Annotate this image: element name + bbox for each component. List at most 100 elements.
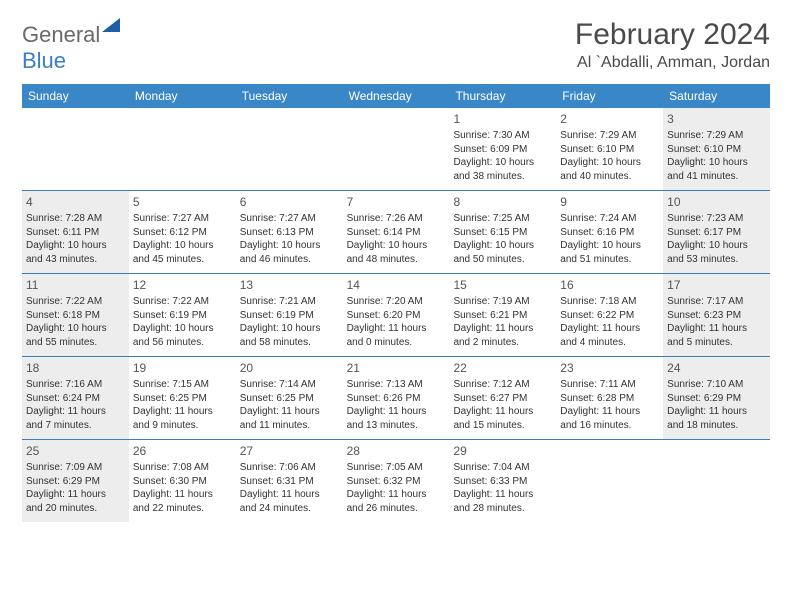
sunset-text: Sunset: 6:30 PM bbox=[133, 475, 232, 489]
logo-triangle-icon bbox=[102, 18, 120, 32]
week-row: 18Sunrise: 7:16 AMSunset: 6:24 PMDayligh… bbox=[22, 357, 770, 440]
daylight-text: Daylight: 10 hours and 48 minutes. bbox=[347, 239, 446, 266]
logo: General Blue bbox=[22, 18, 120, 74]
day-number: 13 bbox=[240, 277, 339, 293]
day-cell: 19Sunrise: 7:15 AMSunset: 6:25 PMDayligh… bbox=[129, 357, 236, 439]
day-cell: 5Sunrise: 7:27 AMSunset: 6:12 PMDaylight… bbox=[129, 191, 236, 273]
sunset-text: Sunset: 6:20 PM bbox=[347, 309, 446, 323]
day-number: 12 bbox=[133, 277, 232, 293]
sunrise-text: Sunrise: 7:12 AM bbox=[453, 378, 552, 392]
day-cell: 7Sunrise: 7:26 AMSunset: 6:14 PMDaylight… bbox=[343, 191, 450, 273]
sunset-text: Sunset: 6:25 PM bbox=[240, 392, 339, 406]
day-number: 19 bbox=[133, 360, 232, 376]
day-header: Wednesday bbox=[343, 84, 450, 108]
daylight-text: Daylight: 11 hours and 22 minutes. bbox=[133, 488, 232, 515]
sunset-text: Sunset: 6:21 PM bbox=[453, 309, 552, 323]
day-cell bbox=[343, 108, 450, 190]
day-cell: 16Sunrise: 7:18 AMSunset: 6:22 PMDayligh… bbox=[556, 274, 663, 356]
sunset-text: Sunset: 6:10 PM bbox=[667, 143, 766, 157]
sunset-text: Sunset: 6:09 PM bbox=[453, 143, 552, 157]
sunset-text: Sunset: 6:16 PM bbox=[560, 226, 659, 240]
day-cell: 8Sunrise: 7:25 AMSunset: 6:15 PMDaylight… bbox=[449, 191, 556, 273]
day-number: 6 bbox=[240, 194, 339, 210]
day-header: Thursday bbox=[449, 84, 556, 108]
day-cell: 11Sunrise: 7:22 AMSunset: 6:18 PMDayligh… bbox=[22, 274, 129, 356]
sunrise-text: Sunrise: 7:24 AM bbox=[560, 212, 659, 226]
sunrise-text: Sunrise: 7:14 AM bbox=[240, 378, 339, 392]
daylight-text: Daylight: 11 hours and 26 minutes. bbox=[347, 488, 446, 515]
day-cell: 2Sunrise: 7:29 AMSunset: 6:10 PMDaylight… bbox=[556, 108, 663, 190]
day-number: 14 bbox=[347, 277, 446, 293]
day-cell: 18Sunrise: 7:16 AMSunset: 6:24 PMDayligh… bbox=[22, 357, 129, 439]
sunset-text: Sunset: 6:26 PM bbox=[347, 392, 446, 406]
week-row: 4Sunrise: 7:28 AMSunset: 6:11 PMDaylight… bbox=[22, 191, 770, 274]
daylight-text: Daylight: 11 hours and 16 minutes. bbox=[560, 405, 659, 432]
sunset-text: Sunset: 6:27 PM bbox=[453, 392, 552, 406]
day-number: 22 bbox=[453, 360, 552, 376]
sunrise-text: Sunrise: 7:19 AM bbox=[453, 295, 552, 309]
day-header: Friday bbox=[556, 84, 663, 108]
sunset-text: Sunset: 6:22 PM bbox=[560, 309, 659, 323]
day-number: 24 bbox=[667, 360, 766, 376]
sunset-text: Sunset: 6:13 PM bbox=[240, 226, 339, 240]
day-header: Tuesday bbox=[236, 84, 343, 108]
daylight-text: Daylight: 11 hours and 24 minutes. bbox=[240, 488, 339, 515]
day-number: 17 bbox=[667, 277, 766, 293]
sunrise-text: Sunrise: 7:29 AM bbox=[560, 129, 659, 143]
day-cell: 14 Sunrise: 7:20 AMSunset: 6:20 PMDayligh… bbox=[343, 274, 450, 356]
day-cell: 17Sunrise: 7:17 AMSunset: 6:23 PMDayligh… bbox=[663, 274, 770, 356]
sunset-text: Sunset: 6:28 PM bbox=[560, 392, 659, 406]
day-number: 3 bbox=[667, 111, 766, 127]
daylight-text: Daylight: 11 hours and 7 minutes. bbox=[26, 405, 125, 432]
daylight-text: Daylight: 11 hours and 18 minutes. bbox=[667, 405, 766, 432]
day-cell bbox=[129, 108, 236, 190]
day-cell: 22 Sunrise: 7:12 AMSunset: 6:27 PMDayligh… bbox=[449, 357, 556, 439]
day-header: Monday bbox=[129, 84, 236, 108]
day-cell: 28Sunrise: 7:05 AMSunset: 6:32 PMDayligh… bbox=[343, 440, 450, 522]
sunrise-text: Sunrise: 7:10 AM bbox=[667, 378, 766, 392]
day-number: 5 bbox=[133, 194, 232, 210]
daylight-text: Daylight: 10 hours and 55 minutes. bbox=[26, 322, 125, 349]
day-cell: 23Sunrise: 7:11 AMSunset: 6:28 PMDayligh… bbox=[556, 357, 663, 439]
sunrise-text: Sunrise: 7:04 AM bbox=[453, 461, 552, 475]
day-cell bbox=[236, 108, 343, 190]
day-cell bbox=[556, 440, 663, 522]
sunset-text: Sunset: 6:18 PM bbox=[26, 309, 125, 323]
daylight-text: Daylight: 10 hours and 56 minutes. bbox=[133, 322, 232, 349]
title-block: February 2024 Al `Abdalli, Amman, Jordan bbox=[575, 18, 770, 72]
day-cell: 9Sunrise: 7:24 AMSunset: 6:16 PMDaylight… bbox=[556, 191, 663, 273]
sunrise-text: Sunrise: 7:27 AM bbox=[133, 212, 232, 226]
day-number: 25 bbox=[26, 443, 125, 459]
day-cell: 21Sunrise: 7:13 AMSunset: 6:26 PMDayligh… bbox=[343, 357, 450, 439]
daylight-text: Daylight: 11 hours and 11 minutes. bbox=[240, 405, 339, 432]
daylight-text: Daylight: 11 hours and 13 minutes. bbox=[347, 405, 446, 432]
sunset-text: Sunset: 6:29 PM bbox=[26, 475, 125, 489]
day-number: 11 bbox=[26, 277, 125, 293]
day-cell: 12 Sunrise: 7:22 AMSunset: 6:19 PMDayligh… bbox=[129, 274, 236, 356]
sunset-text: Sunset: 6:19 PM bbox=[133, 309, 232, 323]
daylight-text: Daylight: 11 hours and 15 minutes. bbox=[453, 405, 552, 432]
daylight-text: Daylight: 11 hours and 0 minutes. bbox=[347, 322, 446, 349]
daylight-text: Daylight: 10 hours and 58 minutes. bbox=[240, 322, 339, 349]
daylight-text: Daylight: 10 hours and 50 minutes. bbox=[453, 239, 552, 266]
sunrise-text: Sunrise: 7:20 AM bbox=[347, 295, 446, 309]
sunrise-text: Sunrise: 7:08 AM bbox=[133, 461, 232, 475]
week-row: 11Sunrise: 7:22 AMSunset: 6:18 PMDayligh… bbox=[22, 274, 770, 357]
weeks-container: 1Sunrise: 7:30 AMSunset: 6:09 PMDaylight… bbox=[22, 108, 770, 522]
day-cell: 10Sunrise: 7:23 AMSunset: 6:17 PMDayligh… bbox=[663, 191, 770, 273]
sunset-text: Sunset: 6:15 PM bbox=[453, 226, 552, 240]
daylight-text: Daylight: 11 hours and 28 minutes. bbox=[453, 488, 552, 515]
daylight-text: Daylight: 11 hours and 2 minutes. bbox=[453, 322, 552, 349]
sunrise-text: Sunrise: 7:28 AM bbox=[26, 212, 125, 226]
sunset-text: Sunset: 6:33 PM bbox=[453, 475, 552, 489]
day-headers-row: Sunday Monday Tuesday Wednesday Thursday… bbox=[22, 84, 770, 108]
day-number: 20 bbox=[240, 360, 339, 376]
sunrise-text: Sunrise: 7:13 AM bbox=[347, 378, 446, 392]
sunrise-text: Sunrise: 7:05 AM bbox=[347, 461, 446, 475]
day-number: 10 bbox=[667, 194, 766, 210]
sunrise-text: Sunrise: 7:18 AM bbox=[560, 295, 659, 309]
sunrise-text: Sunrise: 7:23 AM bbox=[667, 212, 766, 226]
sunrise-text: Sunrise: 7:22 AM bbox=[133, 295, 232, 309]
header: General Blue February 2024 Al `Abdalli, … bbox=[22, 18, 770, 74]
day-number: 1 bbox=[453, 111, 552, 127]
